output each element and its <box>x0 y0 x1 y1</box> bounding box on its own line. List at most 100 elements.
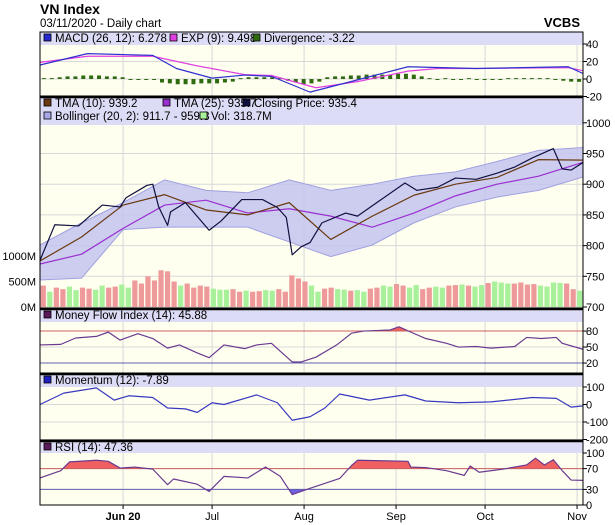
volume-bar <box>243 290 249 307</box>
divergence-bar <box>128 79 133 80</box>
volume-bar <box>99 285 105 307</box>
y-tick-label: 20 <box>586 358 598 370</box>
x-tick-label: Jul <box>205 511 219 523</box>
divergence-bar <box>49 78 54 80</box>
y-tick-label: 1000 <box>586 118 610 130</box>
divergence-bar <box>191 79 196 85</box>
volume-bar <box>367 288 373 307</box>
volume-bar <box>426 287 432 307</box>
volume-bar <box>138 283 145 307</box>
y-tick-label: -20 <box>586 92 602 104</box>
divergence-bar <box>411 74 416 79</box>
y-tick-label: 0 <box>586 400 592 412</box>
volume-bar <box>223 289 230 307</box>
volume-bar <box>335 289 341 307</box>
divergence-bar <box>553 79 558 80</box>
legend-label: TMA (25): 935.7 <box>174 98 256 110</box>
macd-line <box>39 53 584 93</box>
volume-bar <box>171 281 177 307</box>
divergence-bar <box>175 79 180 85</box>
volume-bar <box>577 290 583 307</box>
divergence-bar <box>152 79 157 80</box>
volume-bar <box>478 285 485 307</box>
divergence-bar <box>569 79 574 82</box>
legend-label: TMA (10): 939.2 <box>55 98 137 110</box>
divergence-bar <box>396 73 401 79</box>
volume-bar <box>420 289 426 307</box>
legend-swatch <box>43 375 52 384</box>
y-tick-label: 0 <box>586 74 592 86</box>
divergence-bar <box>73 76 78 79</box>
volume-bar <box>537 285 544 307</box>
volume-bar <box>407 287 413 307</box>
volume-bar <box>452 285 459 307</box>
volume-bar <box>217 289 223 307</box>
divergence-bar <box>159 79 164 83</box>
y-tick-label: 80 <box>586 326 598 338</box>
volume-bar <box>60 289 66 307</box>
divergence-bar <box>246 77 251 79</box>
volume-bar <box>308 285 315 307</box>
volume-bar <box>348 290 354 307</box>
volume-bar <box>550 282 557 307</box>
y-tick-label: 900 <box>586 179 604 191</box>
volume-bar <box>413 285 419 307</box>
volume-bar <box>106 287 112 307</box>
divergence-bar <box>293 79 298 83</box>
divergence-bar <box>537 78 542 80</box>
volume-bar <box>459 284 465 307</box>
legend-label: Money Flow Index (14): 45.88 <box>55 310 207 322</box>
volume-tick-label: 500M <box>8 277 36 289</box>
tma25-line <box>39 161 584 265</box>
volume-bar <box>256 291 262 307</box>
divergence-bar <box>270 77 275 79</box>
volume-bar <box>393 284 400 307</box>
legend-label: Momentum (12): -7.89 <box>55 375 169 387</box>
volume-bar <box>557 283 563 307</box>
divergence-bar <box>466 78 471 80</box>
divergence-bar <box>419 76 424 79</box>
divergence-bar <box>317 79 322 82</box>
volume-bar <box>158 270 164 307</box>
y-tick-label: 750 <box>586 271 604 283</box>
x-tick-label: Nov <box>567 511 587 523</box>
volume-bar <box>328 287 334 307</box>
y-tick-label: 800 <box>586 241 604 253</box>
y-tick-label: -100 <box>586 417 608 429</box>
volume-bar <box>112 286 118 307</box>
volume-bar <box>374 287 380 307</box>
momentum-panel: 100 0 -100 -200 Momentum (12): -7.89 <box>39 372 608 447</box>
legend-band <box>40 441 583 453</box>
divergence-bar <box>301 79 306 85</box>
price-panel: 1000 950 900 850 800 750 700 1000M 500M 0M TMA (10… <box>2 95 610 314</box>
chart-title: VN Index <box>40 1 100 17</box>
legend-swatch <box>43 98 52 107</box>
volume-bar <box>53 287 59 307</box>
y-tick-label: 100 <box>586 448 604 460</box>
mfi-line <box>39 326 584 363</box>
legend-band <box>40 374 583 387</box>
divergence-bar <box>435 79 440 80</box>
divergence-bar <box>490 79 495 80</box>
volume-bar <box>400 285 406 307</box>
volume-bar <box>524 284 530 307</box>
volume-bar <box>485 283 491 307</box>
volume-bar <box>505 283 511 307</box>
volume-bar <box>315 291 321 307</box>
volume-bar <box>79 287 86 307</box>
divergence-bar <box>403 73 408 79</box>
legend-label: Bollinger (20, 2): 911.7 - 959.8 <box>55 111 210 123</box>
divergence-bar <box>97 75 102 79</box>
legend-swatch <box>169 33 178 42</box>
volume-bar <box>119 284 125 307</box>
volume-tick-label: 0M <box>21 302 36 314</box>
divergence-bar <box>388 74 393 79</box>
volume-bar <box>321 288 328 307</box>
divergence-bar <box>230 79 235 82</box>
divergence-bar <box>183 79 188 85</box>
brand-label: VCBS <box>544 15 580 30</box>
volume-bar <box>531 284 537 307</box>
legend-label: Closing Price: 935.4 <box>254 98 358 110</box>
legend-swatch <box>252 33 261 42</box>
volume-bar <box>47 291 53 307</box>
